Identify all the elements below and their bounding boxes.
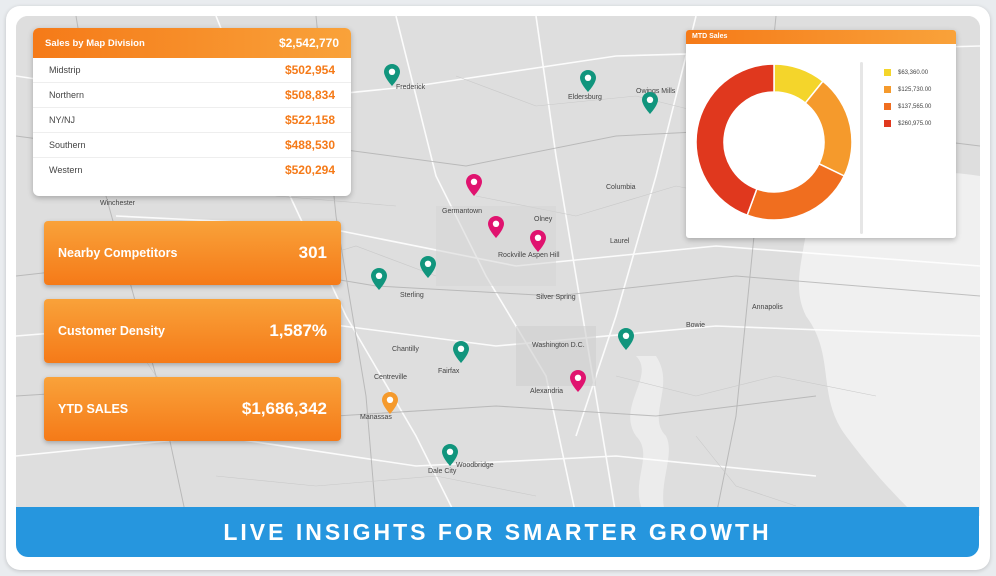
map-pin-teal[interactable] [618,328,634,350]
map-label-olney: Olney [534,216,553,223]
mtd-sales-legend: $63,360.00 $125,730.00 $137,565.00 $260,… [884,64,931,132]
division-value: $488,530 [284,138,335,152]
legend-item[interactable]: $63,360.00 [884,64,931,81]
map-pin-teal[interactable] [642,92,658,114]
legend-swatch [884,86,891,93]
map-label-centreville: Centreville [374,374,408,381]
map-pin-teal[interactable] [442,444,458,466]
map-label-dale-city: Dale City [428,468,457,475]
metric-value: 301 [298,243,327,262]
location-pin-icon [466,174,482,196]
map-label-woodbridge: Woodbridge [456,462,494,469]
map-label-eldersburg: Eldersburg [568,94,602,101]
map-pin-teal[interactable] [453,341,469,363]
mtd-sales-donut-chart [695,63,853,221]
map-label-bowie: Bowie [686,322,706,329]
map-label-germantown: Germantown [442,208,483,215]
sales-by-division-header: Sales by Map Division $2,542,770 [33,28,351,58]
location-pin-icon [442,444,458,466]
metric-value: 1,587% [269,321,327,340]
map-pin-teal[interactable] [580,70,596,92]
sales-by-division-total: $2,542,770 [278,36,339,50]
map-label-aspen-hill: Aspen Hill [528,252,560,259]
division-value: $522,158 [284,113,335,127]
mtd-sales-card: MTD Sales $63,360.00 $125,730.00 $137,56… [686,30,956,238]
division-value: $502,954 [284,63,335,77]
legend-swatch [884,69,891,76]
sales-by-division-card: Sales by Map Division $2,542,770 Midstri… [33,28,351,196]
division-name: Western [49,165,83,175]
map-label-manassas: Manassas [360,414,392,421]
map-label-columbia: Columbia [606,184,636,191]
metric-label: YTD SALES [58,402,129,416]
metric-value: $1,686,342 [241,399,327,418]
legend-swatch [884,120,891,127]
map-pin-teal[interactable] [371,268,387,290]
location-pin-icon [618,328,634,350]
map-label-fairfax: Fairfax [438,368,460,375]
map-pin-magenta[interactable] [530,230,546,252]
legend-scrollbar[interactable] [860,62,863,234]
map-label-sterling: Sterling [400,292,424,299]
donut-slice[interactable] [804,80,853,178]
metric-ytd-sales: YTD SALES $1,686,342 [44,377,341,441]
division-row-western[interactable]: Western $520,294 [33,158,351,182]
map-pin-teal[interactable] [384,64,400,86]
insights-banner: LIVE INSIGHTS FOR SMARTER GROWTH [16,507,979,557]
map-label-annapolis: Annapolis [752,304,783,311]
metric-nearby-competitors: Nearby Competitors 301 [44,221,341,285]
donut-slice[interactable] [695,63,775,217]
location-pin-icon [570,370,586,392]
division-name: Northern [49,90,85,100]
metric-label: Nearby Competitors [58,246,178,260]
map-label-laurel: Laurel [610,238,630,245]
legend-item[interactable]: $260,975.00 [884,115,931,132]
location-pin-icon [580,70,596,92]
division-value: $520,294 [284,163,335,177]
division-value: $508,834 [284,88,335,102]
map-pin-orange[interactable] [382,392,398,414]
metric-label: Customer Density [58,324,165,338]
legend-item[interactable]: $137,565.00 [884,98,931,115]
legend-label: $63,360.00 [898,69,929,76]
map-label-rockville: Rockville [498,252,527,259]
map-pin-magenta[interactable] [488,216,504,238]
map-pin-teal[interactable] [420,256,436,278]
location-pin-icon [420,256,436,278]
metric-customer-density: Customer Density 1,587% [44,299,341,363]
legend-item[interactable]: $125,730.00 [884,81,931,98]
legend-label: $125,730.00 [898,86,932,93]
map-label-washington: Washington D.C. [532,342,585,349]
division-name: Southern [49,140,86,150]
map-label-silver-spring: Silver Spring [536,294,576,301]
map-label-frederick: Frederick [396,84,426,91]
location-pin-icon [371,268,387,290]
location-pin-icon [382,392,398,414]
location-pin-icon [453,341,469,363]
donut-slice[interactable] [746,162,846,221]
division-name: NY/NJ [49,115,76,125]
map-label-owings-mills: Owings Mills [636,88,676,95]
map-label-winchester: Winchester [100,200,136,207]
legend-label: $260,975.00 [898,120,932,127]
division-row-northern[interactable]: Northern $508,834 [33,83,351,108]
sales-by-division-title: Sales by Map Division [45,37,145,49]
legend-label: $137,565.00 [898,103,932,110]
division-row-midstrip[interactable]: Midstrip $502,954 [33,58,351,83]
division-name: Midstrip [49,65,81,75]
location-pin-icon [530,230,546,252]
map-pin-magenta[interactable] [466,174,482,196]
banner-text: LIVE INSIGHTS FOR SMARTER GROWTH [223,518,772,545]
mtd-sales-title: MTD Sales [686,30,956,44]
legend-swatch [884,103,891,110]
division-row-southern[interactable]: Southern $488,530 [33,133,351,158]
map-pin-magenta[interactable] [570,370,586,392]
map-label-alexandria: Alexandria [530,388,564,395]
location-pin-icon [488,216,504,238]
location-pin-icon [642,92,658,114]
division-row-nynj[interactable]: NY/NJ $522,158 [33,108,351,133]
location-pin-icon [384,64,400,86]
map-label-chantilly: Chantilly [392,346,419,353]
